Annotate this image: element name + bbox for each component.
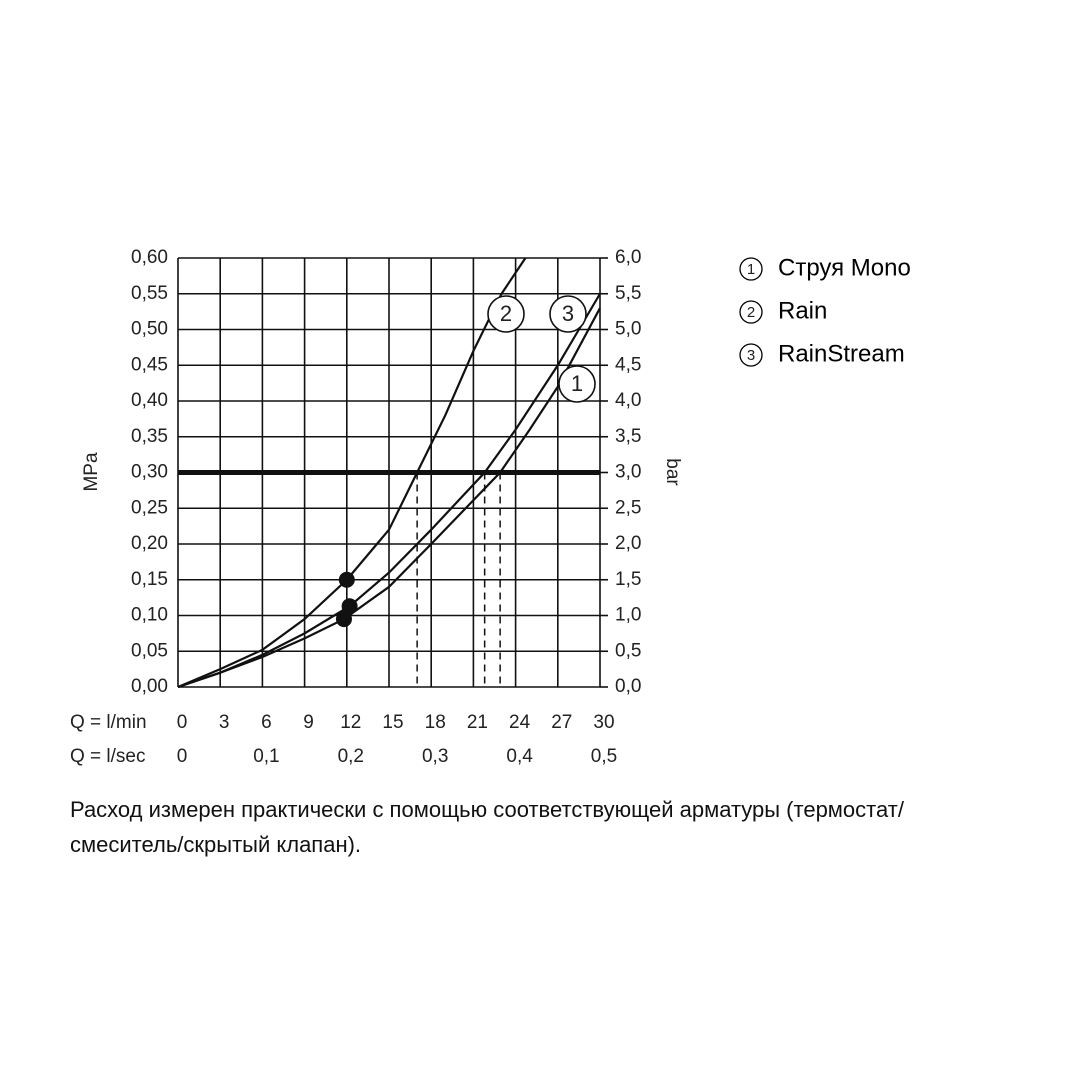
- x-tick-label: 27: [551, 712, 572, 733]
- y-axis-label: MPa: [81, 452, 102, 492]
- y2-tick-label: 3,0: [615, 462, 641, 483]
- y2-tick-label: 6,0: [615, 247, 641, 268]
- series-line: [177, 293, 601, 689]
- y-tick-label: 0,05: [131, 640, 168, 661]
- series-line: [177, 307, 601, 689]
- y2-tick-label: 0,0: [615, 676, 641, 697]
- x2-tick-label: 0,3: [422, 746, 448, 767]
- y2-tick-label: 5,5: [615, 283, 641, 304]
- y-tick-label: 0,20: [131, 533, 168, 554]
- legend-symbol: [739, 300, 763, 324]
- x-tick-label: 21: [467, 712, 488, 733]
- x2-tick-label: 0: [177, 746, 188, 767]
- legend-symbol-label: 2: [747, 304, 755, 321]
- legend-label: Струя Mono: [778, 254, 911, 281]
- y-tick-label: 0,45: [131, 354, 168, 375]
- series-line: [177, 257, 527, 689]
- legend-symbol-label: 3: [747, 347, 755, 364]
- y-tick-label: 0,00: [131, 676, 168, 697]
- y-tick-label: 0,50: [131, 319, 168, 340]
- footnote-line: Расход измерен практически с помощью соо…: [70, 797, 904, 822]
- footnote: Расход измерен практически с помощью соо…: [70, 792, 1070, 862]
- x-tick-label: 6: [261, 712, 272, 733]
- x-tick-label: 12: [340, 712, 361, 733]
- x-tick-label: 9: [303, 712, 314, 733]
- footnote-line: смеситель/скрытый клапан).: [70, 832, 362, 857]
- x2-axis-label: Q = l/sec: [70, 746, 146, 767]
- y-tick-label: 0,55: [131, 283, 168, 304]
- x2-tick-label: 0,4: [506, 746, 533, 767]
- y2-tick-label: 2,0: [615, 533, 641, 554]
- x-tick-label: 3: [219, 712, 230, 733]
- y-tick-label: 0,30: [131, 462, 168, 483]
- curve-label-circle: [549, 295, 587, 333]
- legend-label: Rain: [778, 297, 827, 324]
- x-tick-label: 15: [382, 712, 403, 733]
- y-tick-label: 0,25: [131, 497, 168, 518]
- x-tick-label: 18: [425, 712, 446, 733]
- marker: [338, 571, 355, 588]
- y-tick-label: 0,15: [131, 569, 168, 590]
- y2-tick-label: 4,0: [615, 390, 641, 411]
- curve-label: 1: [571, 371, 583, 396]
- y2-tick-label: 1,5: [615, 569, 641, 590]
- curve-label-circle: [558, 365, 596, 403]
- y-tick-label: 0,60: [131, 247, 168, 268]
- legend-symbol: [739, 343, 763, 367]
- x-tick-label: 24: [509, 712, 531, 733]
- y2-tick-label: 1,0: [615, 605, 641, 626]
- y2-tick-label: 4,5: [615, 354, 641, 375]
- x-tick-label: 30: [593, 712, 614, 733]
- y2-tick-label: 3,5: [615, 426, 641, 447]
- y-tick-label: 0,40: [131, 390, 168, 411]
- x2-tick-label: 0,5: [591, 746, 617, 767]
- x-axis-label: Q = l/min: [70, 712, 147, 733]
- y2-tick-label: 0,5: [615, 640, 641, 661]
- legend-symbol-label: 1: [747, 261, 755, 278]
- y-tick-label: 0,35: [131, 426, 168, 447]
- x2-tick-label: 0,1: [253, 746, 279, 767]
- curve-label-circle: [487, 295, 525, 333]
- curve-label: 3: [562, 301, 574, 326]
- marker: [335, 611, 352, 628]
- legend-label: RainStream: [778, 340, 905, 367]
- y2-tick-label: 5,0: [615, 319, 641, 340]
- legend-symbol: [739, 257, 763, 281]
- x-tick-label: 0: [177, 712, 188, 733]
- x2-tick-label: 0,2: [338, 746, 364, 767]
- y2-axis-label: bar: [662, 458, 683, 486]
- marker: [341, 598, 358, 615]
- y-tick-label: 0,10: [131, 605, 168, 626]
- curve-label: 2: [500, 301, 512, 326]
- y2-tick-label: 2,5: [615, 497, 641, 518]
